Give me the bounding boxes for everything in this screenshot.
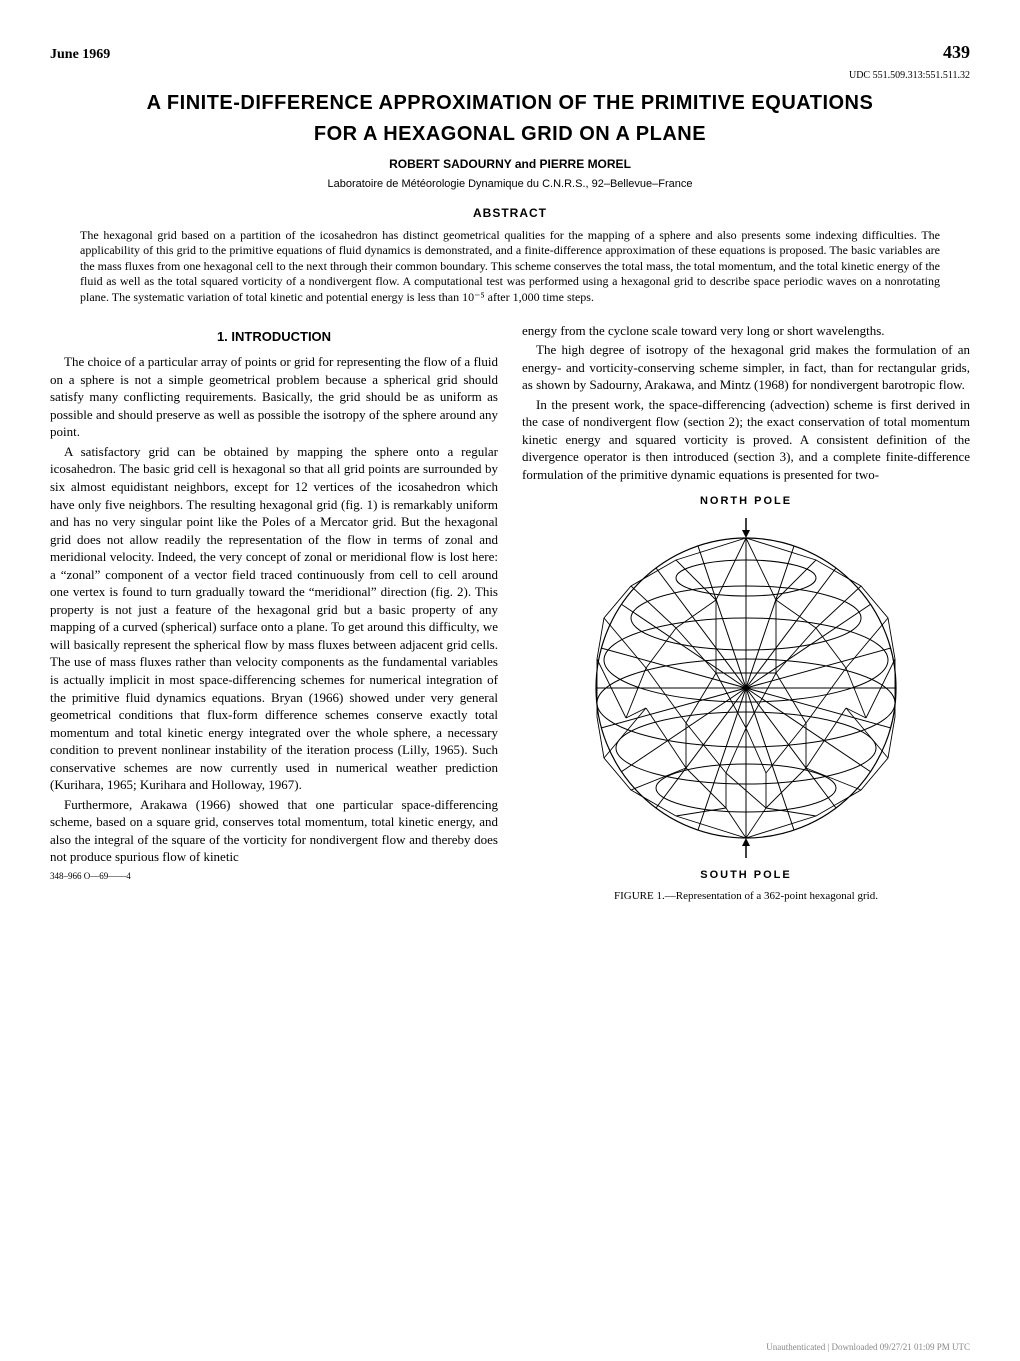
affiliation: Laboratoire de Météorologie Dynamique du… <box>50 177 970 192</box>
section1-p1: The choice of a particular array of poin… <box>50 353 498 441</box>
icosahedral-grid-svg <box>566 508 926 868</box>
abstract-text: The hexagonal grid based on a partition … <box>80 228 940 306</box>
col2-p3: In the present work, the space-differenc… <box>522 396 970 484</box>
right-column: energy from the cyclone scale toward ver… <box>522 322 970 904</box>
udc-code: UDC 551.509.313:551.511.32 <box>50 69 970 83</box>
figure-1: NORTH POLE <box>522 494 970 905</box>
col2-p1: energy from the cyclone scale toward ver… <box>522 322 970 340</box>
authors: ROBERT SADOURNY and PIERRE MOREL <box>50 156 970 172</box>
download-watermark: Unauthenticated | Downloaded 09/27/21 01… <box>766 1341 970 1353</box>
paper-title-line2: FOR A HEXAGONAL GRID ON A PLANE <box>50 121 970 148</box>
figure-south-label: SOUTH POLE <box>522 868 970 883</box>
col2-p2: The high degree of isotropy of the hexag… <box>522 341 970 394</box>
left-column: 1. INTRODUCTION The choice of a particul… <box>50 322 498 904</box>
figure-1-caption: FIGURE 1.—Representation of a 362-point … <box>522 889 970 904</box>
paper-title-line1: A FINITE-DIFFERENCE APPROXIMATION OF THE… <box>50 90 970 117</box>
section1-p3: Furthermore, Arakawa (1966) showed that … <box>50 796 498 866</box>
section-1-heading: 1. INTRODUCTION <box>50 328 498 346</box>
page-number: 439 <box>943 40 970 64</box>
abstract-heading: ABSTRACT <box>50 205 970 221</box>
figure-north-label: NORTH POLE <box>522 494 970 509</box>
two-column-layout: 1. INTRODUCTION The choice of a particul… <box>50 322 970 904</box>
printer-footnote: 348–966 O—69——4 <box>50 870 498 882</box>
issue-date: June 1969 <box>50 46 110 65</box>
section1-p2: A satisfactory grid can be obtained by m… <box>50 443 498 794</box>
page-header: June 1969 439 <box>50 40 970 65</box>
